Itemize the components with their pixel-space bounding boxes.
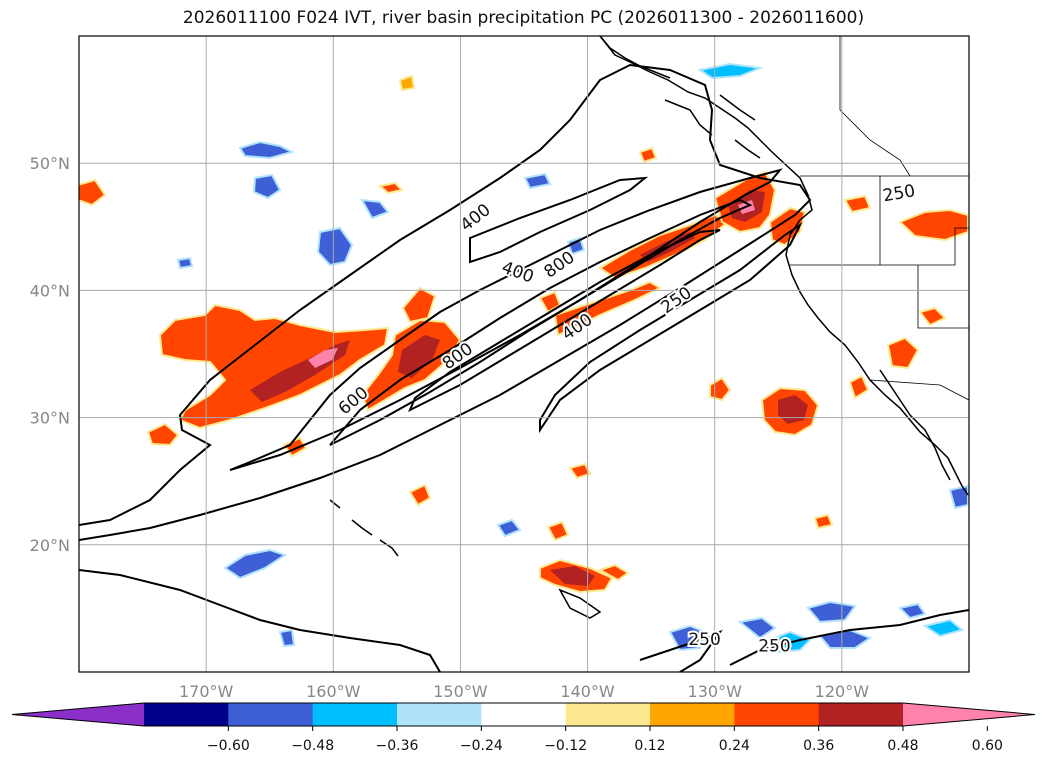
colorbar-tick-label: 0.48 xyxy=(887,738,918,754)
precip-blob xyxy=(737,616,777,640)
colorbar-tick-label: −0.48 xyxy=(291,738,334,754)
lon-tick-label: 160°W xyxy=(306,682,361,701)
precip-blob xyxy=(922,618,965,638)
state-borders xyxy=(790,36,969,401)
colorbar-segment xyxy=(144,703,229,726)
coastlines xyxy=(329,36,969,619)
contour-south-branch xyxy=(539,222,803,434)
colorbar-segment xyxy=(397,703,482,726)
colorbar-tick-label: 0.36 xyxy=(803,738,834,754)
lon-tick-label: 140°W xyxy=(560,682,615,701)
baja-coastline xyxy=(879,369,951,481)
colorbar-segment xyxy=(481,703,567,726)
coastal-islands xyxy=(664,94,761,159)
contour-400 xyxy=(229,168,783,471)
lon-tick-label: 150°W xyxy=(433,682,488,701)
lat-tick-label: 20°N xyxy=(30,536,70,555)
colorbar-segment xyxy=(565,703,651,726)
precip-blob xyxy=(566,236,586,256)
colorbar-tick-label: 0.24 xyxy=(719,738,750,754)
precip-blob xyxy=(568,462,592,480)
colorbar-tick-label: −0.24 xyxy=(460,738,503,754)
precip-blob xyxy=(898,602,927,620)
lon-tick-label: 120°W xyxy=(815,682,870,701)
contour-600 xyxy=(329,198,753,446)
colorbar-outline xyxy=(11,702,1036,727)
longitude-tick-labels: 170°W 160°W 150°W 140°W 130°W 120°W xyxy=(179,682,869,701)
precip-blob xyxy=(158,303,390,430)
precip-blob xyxy=(496,518,522,538)
lat-tick-label: 30°N xyxy=(30,409,70,428)
precip-blob xyxy=(146,422,180,447)
precip-blob xyxy=(398,74,416,92)
precip-blob xyxy=(401,286,437,324)
alaska-coastline xyxy=(599,36,671,79)
colorbar-tick-label: 0.12 xyxy=(634,738,665,754)
precip-blob xyxy=(316,226,354,267)
contour-250-outer xyxy=(79,63,812,541)
lat-tick-label: 40°N xyxy=(30,281,70,300)
colorbar-segment xyxy=(650,703,735,726)
precip-blob xyxy=(918,306,947,327)
precip-blob xyxy=(778,395,808,424)
precip-blob xyxy=(408,483,432,507)
lon-tick-label: 170°W xyxy=(179,682,234,701)
colorbar-extend-high xyxy=(903,703,1035,726)
small-island xyxy=(558,588,602,619)
colorbar-tick-label: −0.12 xyxy=(544,738,587,754)
precip-blob xyxy=(523,172,552,190)
colorbar-tick-label: −0.36 xyxy=(376,738,419,754)
colorbar: −0.60 −0.48 −0.36 −0.24 −0.12 0.12 0.24 0.36 0.4… xyxy=(11,702,1036,754)
precip-blob xyxy=(553,280,663,337)
precip-blob xyxy=(377,181,405,195)
contour-800 xyxy=(408,229,721,413)
colorbar-segment xyxy=(734,703,820,726)
latitude-tick-labels: 20°N 30°N 40°N 50°N xyxy=(30,154,70,555)
north-america-coastline xyxy=(599,36,969,496)
lat-tick-label: 50°N xyxy=(30,154,70,173)
precip-blob xyxy=(638,146,658,164)
colorbar-tick-label: 0.60 xyxy=(972,738,1003,754)
precip-blob xyxy=(176,256,194,270)
contour-label: 250 xyxy=(758,637,790,657)
precip-blob xyxy=(308,348,338,368)
precip-blob xyxy=(252,173,282,200)
colorbar-segment xyxy=(228,703,314,726)
precip-blob xyxy=(843,194,872,214)
political-borders xyxy=(790,36,969,401)
precip-blob xyxy=(546,520,570,542)
map-frame xyxy=(78,35,970,673)
ivt-contours xyxy=(79,63,969,672)
precip-blob xyxy=(886,336,920,370)
colorbar-extend-low xyxy=(12,703,144,726)
precip-blob xyxy=(79,178,107,207)
contour-250-south-2 xyxy=(729,609,969,666)
precip-blob xyxy=(238,140,295,160)
contour-label: 250 xyxy=(688,630,720,650)
precipitation-negative-areas xyxy=(176,62,969,654)
plot-title: 2026011100 F024 IVT, river basin precipi… xyxy=(182,8,865,28)
precip-blob xyxy=(278,628,296,648)
precip-blob xyxy=(848,374,870,400)
gridlines xyxy=(79,36,969,672)
precip-blob xyxy=(597,563,630,582)
contour-sw xyxy=(79,569,441,672)
colorbar-tick-label: −0.60 xyxy=(207,738,250,754)
precip-blob xyxy=(768,206,807,247)
precip-blob xyxy=(813,513,834,530)
colorbar-segment xyxy=(818,703,904,726)
precip-blob xyxy=(398,335,440,378)
colorbar-segment xyxy=(312,703,398,726)
precip-blob xyxy=(898,208,969,242)
precip-blob xyxy=(806,600,857,624)
lon-tick-label: 130°W xyxy=(688,682,743,701)
precip-blob xyxy=(360,198,390,220)
precip-blob xyxy=(550,566,595,586)
precip-blob xyxy=(223,548,288,580)
contour-250-south xyxy=(639,629,723,672)
hawaii-islands xyxy=(329,499,399,557)
contour-400-north xyxy=(469,176,649,264)
